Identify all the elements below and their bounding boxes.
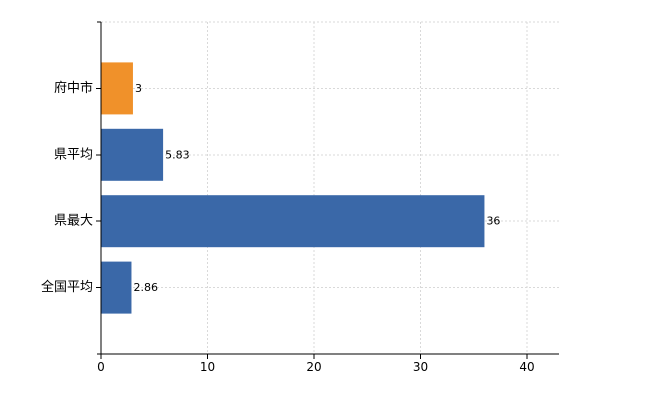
x-tick-label: 40 (519, 360, 534, 374)
x-tick-label: 20 (306, 360, 321, 374)
gridlines (101, 21, 559, 354)
bar (101, 62, 133, 115)
bar (101, 261, 132, 314)
x-tick-label: 10 (200, 360, 215, 374)
bars (101, 62, 485, 314)
category-label: 府中市 (54, 80, 93, 96)
data-label: 2.86 (133, 281, 158, 294)
data-label: 36 (486, 215, 500, 228)
category-label: 県平均 (54, 147, 93, 162)
x-tick-label: 0 (97, 360, 105, 374)
data-label: 3 (135, 82, 142, 95)
labels: 府中市 3 県平均 5.83 県最大 36 全国平均 2.86 0 10 20 30 40 (41, 80, 535, 374)
bar (101, 128, 164, 181)
bar (101, 195, 485, 248)
axes (96, 21, 559, 359)
data-label: 5.83 (165, 148, 190, 161)
category-label: 全国平均 (41, 279, 93, 295)
x-tick-label: 30 (413, 360, 428, 374)
category-label: 県最大 (54, 214, 93, 229)
